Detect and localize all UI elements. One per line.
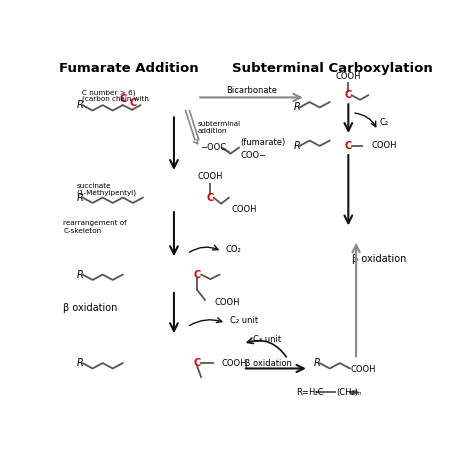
Text: R: R: [76, 269, 83, 280]
Text: COOH: COOH: [231, 205, 257, 214]
Text: R: R: [76, 100, 83, 110]
Text: COOH: COOH: [198, 172, 223, 181]
Text: R: R: [293, 141, 300, 151]
Text: C₃ unit: C₃ unit: [253, 336, 281, 345]
Text: R: R: [76, 192, 83, 202]
Text: (carbon chain with: (carbon chain with: [82, 96, 149, 102]
Text: −OOC: −OOC: [201, 143, 227, 152]
Text: C number > 6): C number > 6): [82, 90, 136, 96]
Text: C: C: [207, 192, 214, 202]
Text: subterminal: subterminal: [197, 121, 240, 128]
Text: R: R: [313, 358, 320, 368]
Text: C: C: [193, 269, 201, 280]
Text: C: C: [193, 358, 201, 368]
Text: C: C: [119, 94, 127, 104]
Text: succinate: succinate: [76, 183, 111, 189]
Text: Subterminal Carboxylation: Subterminal Carboxylation: [232, 62, 432, 75]
Text: R: R: [76, 358, 83, 368]
Text: (fumarate): (fumarate): [241, 138, 286, 146]
Text: COOH: COOH: [222, 358, 247, 368]
Text: COOH: COOH: [372, 141, 397, 151]
Text: C-skeleton: C-skeleton: [63, 228, 101, 234]
Text: R=: R=: [296, 388, 309, 397]
Text: C: C: [345, 141, 352, 151]
Text: β oxidation: β oxidation: [63, 302, 118, 313]
Text: C: C: [345, 90, 352, 100]
Text: H₃C: H₃C: [308, 388, 324, 397]
Text: β oxidation: β oxidation: [245, 358, 292, 368]
Text: Bicarbonate: Bicarbonate: [226, 86, 277, 95]
Text: COOH: COOH: [351, 365, 376, 374]
Text: COO−: COO−: [241, 151, 267, 161]
Text: CO₂: CO₂: [226, 245, 242, 254]
Text: C: C: [129, 98, 137, 108]
Text: Fumarate Addition: Fumarate Addition: [59, 62, 199, 75]
Text: (1-Methylpentyl): (1-Methylpentyl): [76, 190, 137, 196]
Text: (CH₂)ₙ: (CH₂)ₙ: [337, 388, 362, 397]
Text: C₂ unit: C₂ unit: [230, 316, 258, 325]
Text: COOH: COOH: [336, 72, 361, 81]
Text: C₂: C₂: [379, 118, 389, 127]
Text: R: R: [293, 102, 300, 112]
Text: rearrangement of: rearrangement of: [63, 220, 127, 226]
Text: β oxidation: β oxidation: [352, 254, 407, 264]
Text: COOH: COOH: [214, 298, 240, 307]
Text: addition: addition: [197, 129, 227, 134]
